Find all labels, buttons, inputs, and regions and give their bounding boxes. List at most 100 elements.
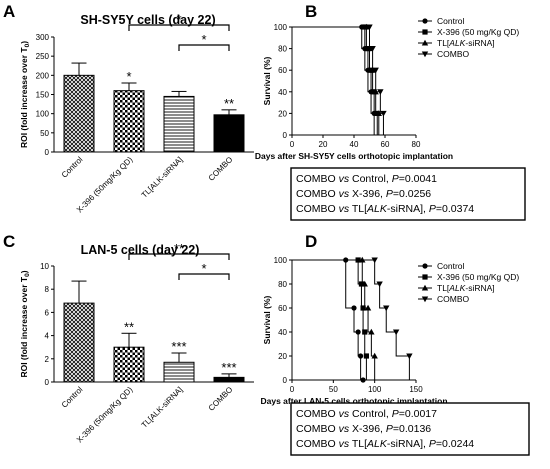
y-tick-label: 100 xyxy=(36,110,50,119)
panel-letter: C xyxy=(3,232,15,251)
legend-label: Control xyxy=(437,261,465,271)
panel-letter: B xyxy=(305,2,317,21)
legend-label: TL[ALK-siRNA] xyxy=(437,283,495,293)
bar xyxy=(63,302,95,383)
survival-marker xyxy=(377,89,384,95)
survival-marker xyxy=(376,281,383,288)
survival-marker xyxy=(360,305,366,311)
legend-marker xyxy=(422,274,428,280)
survival-marker xyxy=(369,46,376,52)
panel-title: SH-SY5Y cells (day 22) xyxy=(80,13,215,27)
y-tick-label: 0 xyxy=(45,378,50,387)
survival-marker xyxy=(375,110,382,116)
x-tick-label: TL[ALK-siRNA] xyxy=(140,385,185,430)
x-tick-label: 100 xyxy=(368,385,382,394)
y-tick-label: 8 xyxy=(45,285,50,294)
survival-line xyxy=(292,259,367,380)
x-tick-label: 80 xyxy=(412,140,421,149)
y-tick-label: 60 xyxy=(278,66,287,75)
x-tick-label: TL[ALK-siRNA] xyxy=(140,155,185,200)
significance-bracket xyxy=(128,253,230,260)
x-tick-label: COMBO xyxy=(207,385,235,413)
legend-label: COMBO xyxy=(437,294,470,304)
survival-marker xyxy=(358,353,364,359)
legend-label: COMBO xyxy=(437,49,470,59)
x-tick-label: 150 xyxy=(409,385,423,394)
significance-bracket xyxy=(178,44,230,51)
x-tick-label: Control xyxy=(60,385,85,410)
panel-d: D 0 20 40 60 80 100 0 50 100 150 Days after LAN-5 c… xyxy=(260,232,530,456)
legend-marker xyxy=(422,263,428,269)
panel-a: A SH-SY5Y cells (day 22) 0 50 100 150 200 250 30… xyxy=(3,2,254,215)
x-tick-label: X-396 (50mg/Kg QD) xyxy=(75,385,135,445)
survival-marker xyxy=(371,257,378,264)
survival-line xyxy=(292,259,364,381)
bracket-label: * xyxy=(176,12,181,27)
stats-line: COMBO vs X-396, P=0.0256 xyxy=(296,188,431,200)
bracket-label: ** xyxy=(174,241,184,256)
survival-marker xyxy=(364,304,372,311)
survival-line xyxy=(292,26,378,135)
survival-line xyxy=(292,259,376,380)
survival-marker xyxy=(358,281,365,287)
legend-marker xyxy=(421,284,429,291)
stats-line: COMBO vs Control, P=0.0041 xyxy=(296,173,437,185)
bar-significance: *** xyxy=(171,339,186,354)
survival-marker xyxy=(366,24,373,31)
legend-marker xyxy=(422,18,428,24)
x-axis-title: Days after LAN-5 cells orthotopic implan… xyxy=(260,396,447,406)
survival-line xyxy=(292,259,410,380)
y-tick-label: 80 xyxy=(278,280,287,289)
y-tick-label: 0 xyxy=(283,131,288,140)
survival-line xyxy=(292,26,375,135)
survival-marker xyxy=(363,353,369,359)
y-tick-label: 200 xyxy=(36,71,50,80)
survival-line xyxy=(292,26,384,135)
x-tick-label: Control xyxy=(60,155,85,180)
x-tick-label: 40 xyxy=(350,140,359,149)
legend-label: X-396 (50 mg/Kg QD) xyxy=(437,27,519,37)
y-tick-label: 40 xyxy=(278,88,287,97)
y-tick-label: 0 xyxy=(283,376,288,385)
survival-marker xyxy=(371,352,378,359)
bar xyxy=(163,361,195,383)
x-tick-label: 50 xyxy=(329,385,338,394)
survival-marker xyxy=(380,110,387,117)
survival-marker xyxy=(355,329,361,335)
significance-bracket xyxy=(178,273,230,280)
stats-box xyxy=(290,167,526,221)
y-tick-label: 60 xyxy=(278,304,287,313)
stats-line: COMBO vs TL[ALK-siRNA], P=0.0244 xyxy=(296,438,474,450)
survival-marker xyxy=(361,280,368,287)
survival-marker xyxy=(360,377,366,383)
bar xyxy=(163,95,195,153)
legend-marker xyxy=(422,29,428,35)
x-axis-title: Days after SH-SY5Y cells orthotopic impl… xyxy=(255,151,453,161)
bar xyxy=(63,74,95,153)
y-tick-label: 40 xyxy=(278,328,287,337)
x-tick-label: 60 xyxy=(381,140,390,149)
bar-significance: ** xyxy=(224,96,234,111)
survival-marker xyxy=(383,305,390,312)
bar xyxy=(213,114,245,153)
y-axis-title: ROI (fold increase over T0) xyxy=(19,41,31,148)
legend-label: TL[ALK-siRNA] xyxy=(437,38,495,48)
stats-line: COMBO vs X-396, P=0.0136 xyxy=(296,423,431,435)
stats-box xyxy=(290,402,530,456)
legend-marker xyxy=(421,296,429,303)
y-tick-label: 80 xyxy=(278,45,287,54)
survival-marker xyxy=(406,353,413,360)
panel-b: B 0 20 40 60 80 100 0 20 40 60 80 Days after SH-SY5Y… xyxy=(255,2,526,221)
y-tick-label: 20 xyxy=(278,352,287,361)
x-tick-label: 0 xyxy=(290,140,295,149)
bar xyxy=(113,90,145,153)
survival-line xyxy=(292,26,380,135)
legend-label: Control xyxy=(437,16,465,26)
panel-letter: D xyxy=(305,232,317,251)
y-axis-title: Survival (%) xyxy=(262,296,272,345)
y-tick-label: 100 xyxy=(274,23,288,32)
stats-line: COMBO vs Control, P=0.0017 xyxy=(296,408,437,420)
bracket-label: * xyxy=(201,261,206,276)
